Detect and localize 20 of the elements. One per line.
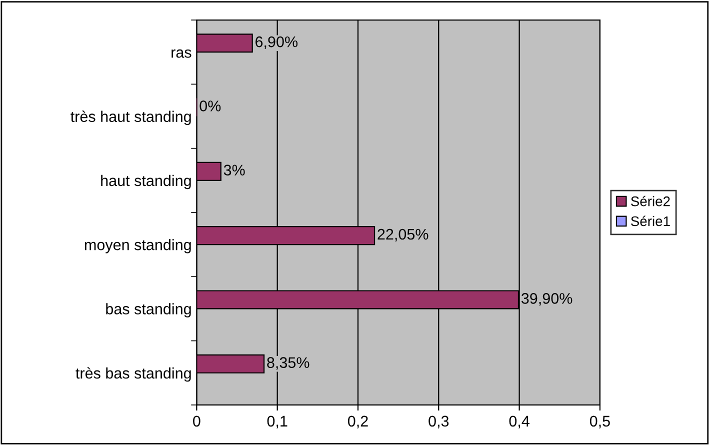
y-tick-label: très haut standing	[70, 110, 191, 126]
y-tick-label: très bas standing	[76, 367, 191, 382]
y-tick-label: bas standing	[106, 303, 191, 318]
data-label: 22,05%	[378, 228, 428, 242]
x-tick-label: 0,4	[509, 416, 530, 428]
legend-label: Série1	[631, 216, 670, 226]
y-tick-label: moyen standing	[84, 239, 191, 254]
x-tick-label: 0,5	[590, 416, 610, 428]
x-tick-label: 0	[193, 416, 200, 427]
x-tick-label: 0,2	[348, 416, 368, 428]
legend-label: Série2	[631, 196, 670, 206]
data-label: 8,35%	[267, 357, 310, 370]
data-label: 3%	[224, 164, 245, 176]
data-label: 6,90%	[256, 36, 298, 50]
x-tick-label: 0,1	[267, 416, 288, 428]
data-label: 39,90%	[521, 293, 572, 306]
data-label: 0%	[200, 100, 221, 112]
y-tick-label: haut standing	[101, 174, 191, 190]
y-tick-label: ras	[172, 49, 192, 58]
x-tick-label: 0,3	[428, 416, 449, 428]
